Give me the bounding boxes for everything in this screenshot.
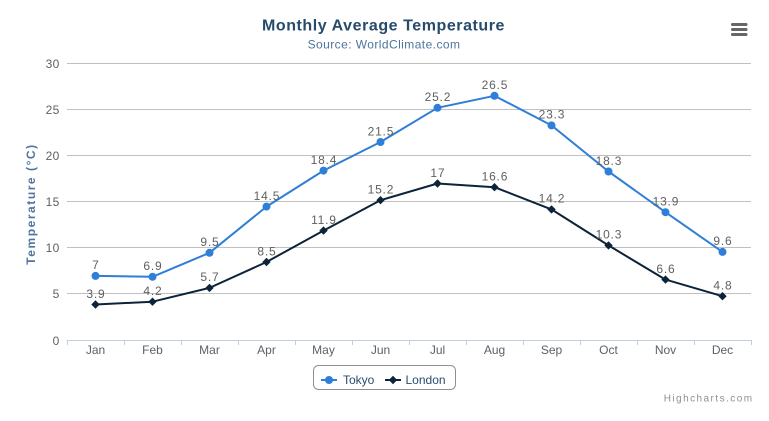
svg-text:17: 17 <box>430 166 445 180</box>
svg-text:9.5: 9.5 <box>200 235 219 249</box>
svg-text:Nov: Nov <box>655 343 676 357</box>
svg-text:Mar: Mar <box>199 343 220 357</box>
svg-text:30: 30 <box>46 57 60 71</box>
svg-text:Source: WorldClimate.com: Source: WorldClimate.com <box>308 38 461 52</box>
svg-text:13.9: 13.9 <box>653 195 680 209</box>
svg-text:4.8: 4.8 <box>713 279 732 293</box>
svg-text:Temperature (°C): Temperature (°C) <box>24 143 38 264</box>
svg-text:23.3: 23.3 <box>539 108 566 122</box>
svg-text:18.3: 18.3 <box>596 154 623 168</box>
svg-text:6.9: 6.9 <box>143 259 162 273</box>
svg-text:Apr: Apr <box>257 343 276 357</box>
svg-text:Sep: Sep <box>541 343 563 357</box>
svg-text:Dec: Dec <box>712 343 733 357</box>
svg-text:Jun: Jun <box>371 343 390 357</box>
svg-text:10.3: 10.3 <box>596 228 623 242</box>
svg-text:25.2: 25.2 <box>425 90 452 104</box>
svg-text:10: 10 <box>46 241 60 255</box>
svg-text:16.6: 16.6 <box>482 170 509 184</box>
svg-text:14.5: 14.5 <box>254 189 281 203</box>
svg-text:London: London <box>406 373 446 387</box>
svg-text:6.6: 6.6 <box>656 262 675 276</box>
svg-text:4.2: 4.2 <box>143 284 162 298</box>
svg-text:11.9: 11.9 <box>311 213 337 227</box>
svg-text:5: 5 <box>53 287 60 301</box>
svg-text:15.2: 15.2 <box>368 183 395 197</box>
svg-text:Tokyo: Tokyo <box>343 373 375 387</box>
svg-text:21.5: 21.5 <box>368 124 395 138</box>
svg-text:Oct: Oct <box>599 343 618 357</box>
svg-text:May: May <box>312 343 335 357</box>
svg-text:Highcharts.com: Highcharts.com <box>664 394 754 405</box>
svg-text:9.6: 9.6 <box>713 234 732 248</box>
svg-text:25: 25 <box>46 103 60 117</box>
svg-text:0: 0 <box>53 334 60 348</box>
svg-text:Aug: Aug <box>484 343 505 357</box>
svg-text:8.5: 8.5 <box>257 244 276 258</box>
svg-text:26.5: 26.5 <box>482 78 509 92</box>
svg-text:Jul: Jul <box>430 343 445 357</box>
svg-text:Jan: Jan <box>86 343 105 357</box>
svg-text:18.4: 18.4 <box>311 153 338 167</box>
svg-text:5.7: 5.7 <box>200 270 219 284</box>
svg-text:14.2: 14.2 <box>539 192 566 206</box>
svg-text:Monthly Average Temperature: Monthly Average Temperature <box>262 18 505 35</box>
svg-text:Feb: Feb <box>142 343 163 357</box>
svg-text:3.9: 3.9 <box>86 287 105 301</box>
svg-text:15: 15 <box>46 195 60 209</box>
svg-text:20: 20 <box>46 149 60 163</box>
svg-text:7: 7 <box>92 258 99 272</box>
